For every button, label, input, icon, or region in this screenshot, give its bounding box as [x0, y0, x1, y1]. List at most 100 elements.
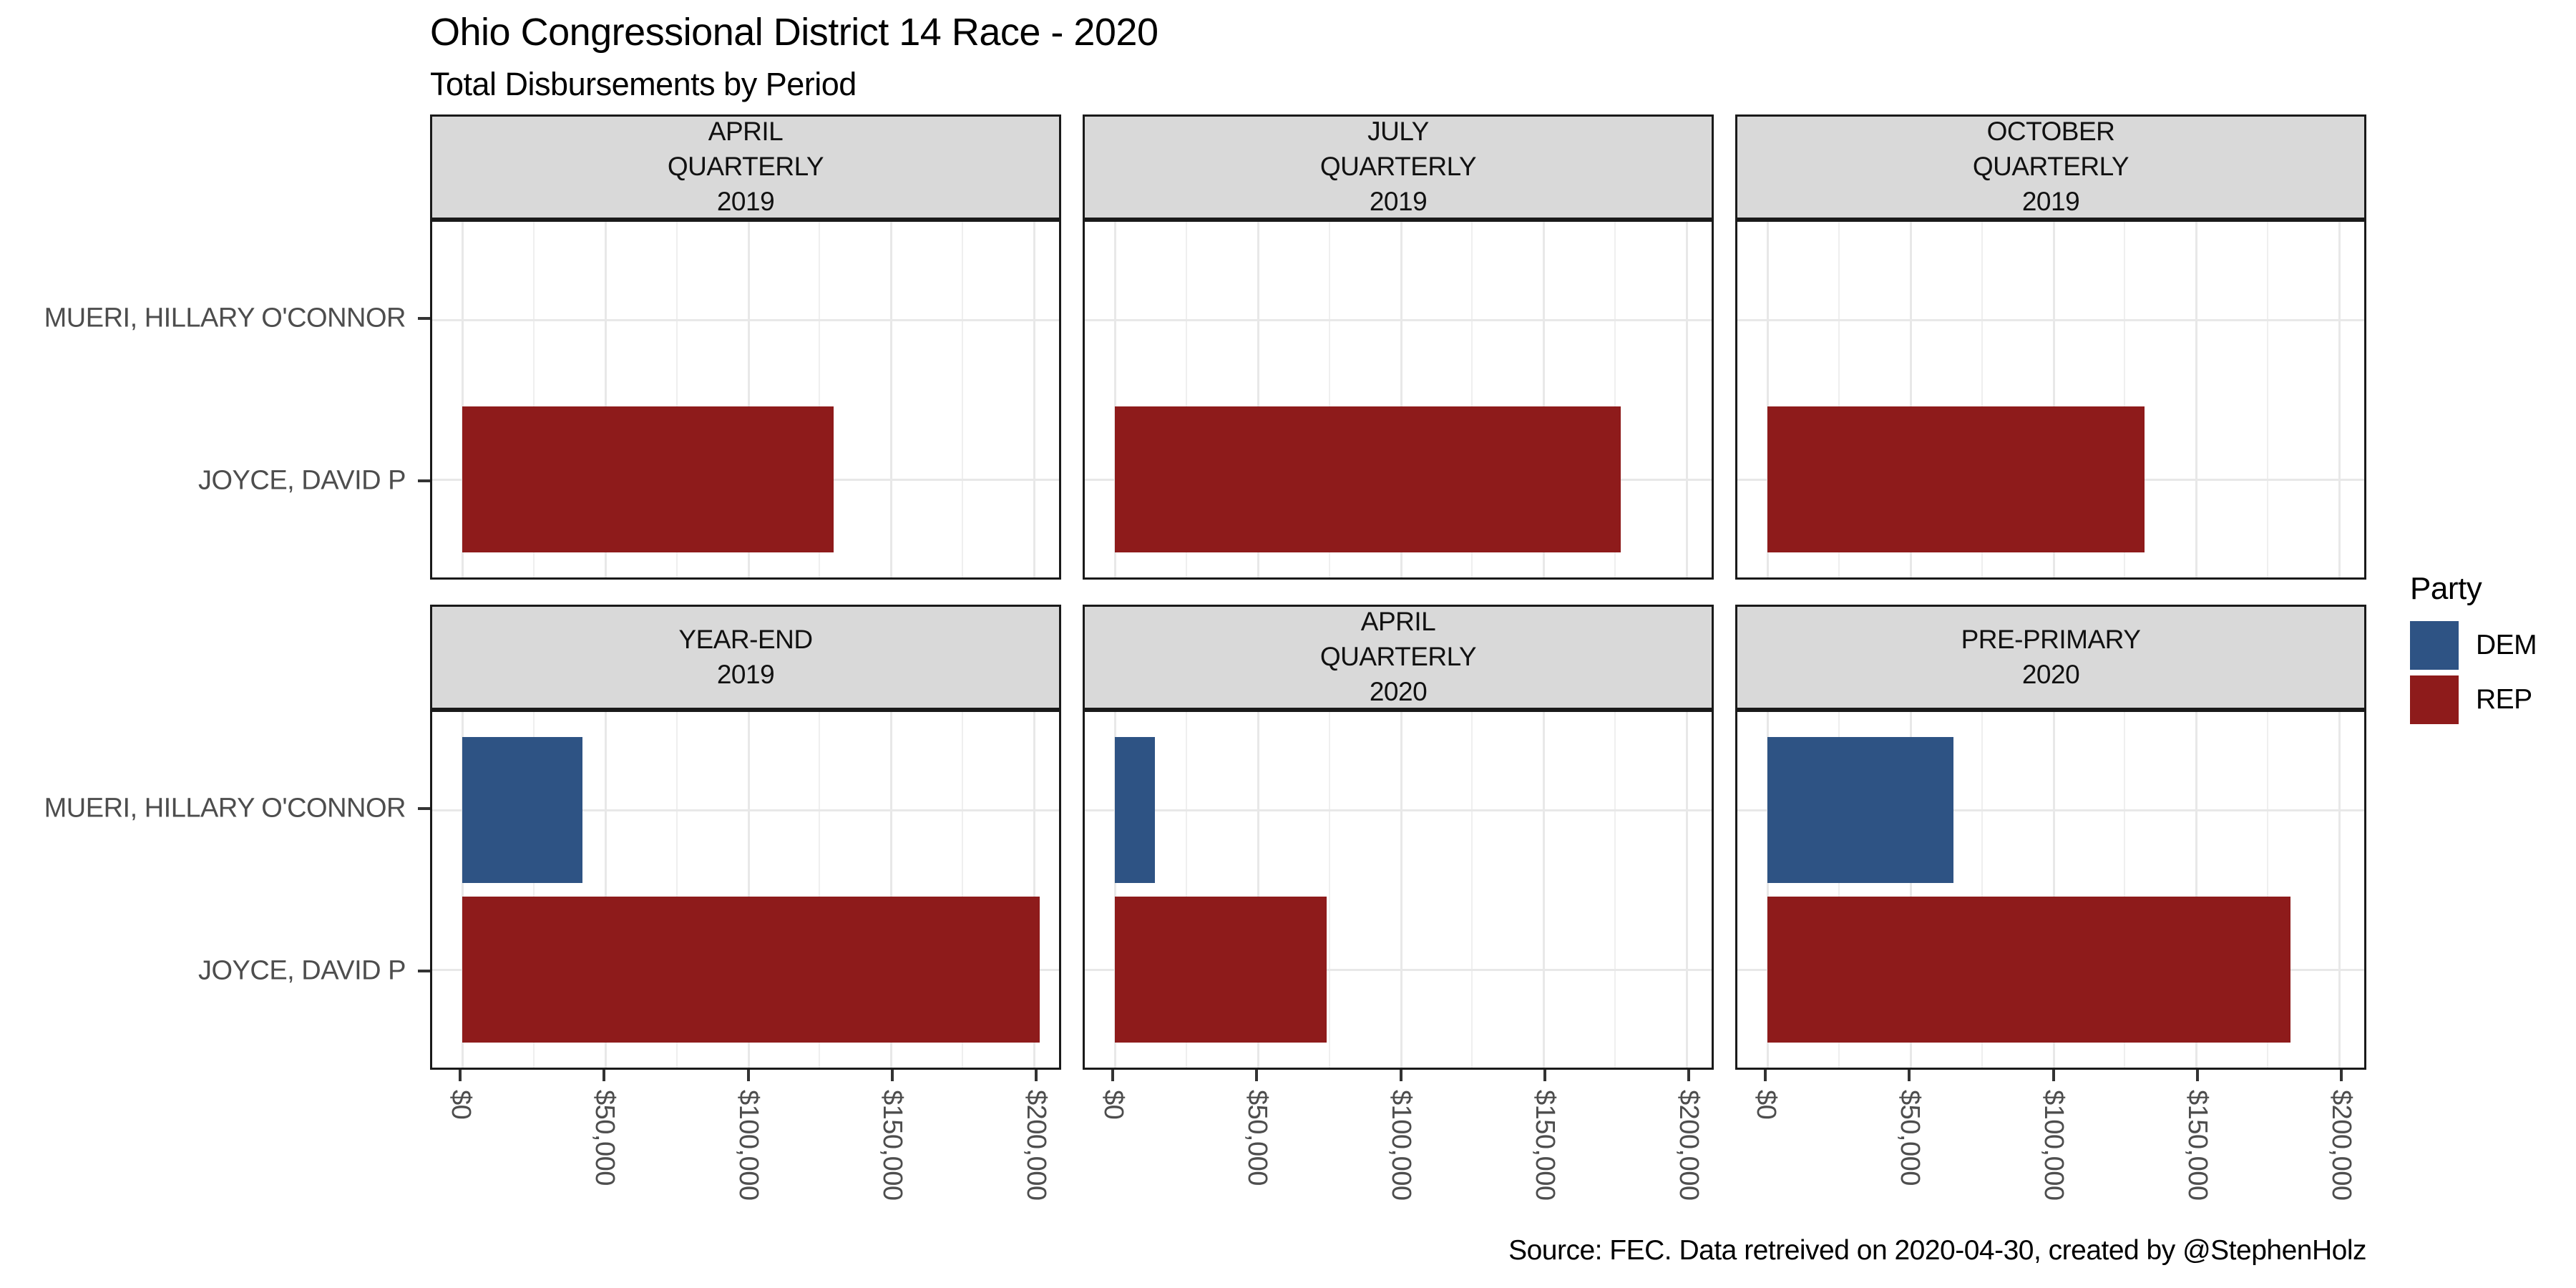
x-axis-tick — [459, 1070, 462, 1081]
x-axis-tick — [1034, 1070, 1038, 1081]
gridline-major — [1737, 809, 2364, 811]
facet-strip: YEAR-END 2019 — [430, 605, 1061, 710]
gridline-minor — [1838, 222, 1840, 577]
facet-strip-line: 2020 — [1369, 676, 1428, 706]
y-axis-tick — [418, 317, 430, 321]
legend: Party DEM REP — [2410, 571, 2537, 724]
gridline-minor — [819, 222, 821, 577]
x-axis-label: $50,000 — [589, 1090, 620, 1186]
gridline-major — [432, 318, 1059, 321]
x-axis-label: $100,000 — [733, 1090, 764, 1201]
x-axis-tick — [2195, 1070, 2199, 1081]
gridline-major — [1114, 222, 1117, 577]
gridline-major — [1114, 712, 1117, 1068]
x-axis-tick — [1908, 1070, 1911, 1081]
gridline-major — [1767, 222, 1770, 577]
bar-dem — [1115, 736, 1155, 883]
facet-strip-line: QUARTERLY — [1972, 152, 2129, 182]
gridline-minor — [675, 222, 678, 577]
x-axis: $0 $50,000 $100,000 $150,000 $200,000 — [1735, 1070, 2366, 1224]
gridline-major — [1909, 712, 1912, 1068]
y-axis-labels: MUERI, HILLARY O'CONNOR JOYCE, DAVID P — [0, 220, 430, 580]
bar-rep — [1767, 406, 2145, 553]
facet-strip: OCTOBER QUARTERLY 2019 — [1735, 114, 2366, 220]
facet-strip-line: 2019 — [716, 186, 775, 216]
gridline-major — [1257, 712, 1259, 1068]
y-axis-tick — [418, 479, 430, 482]
gridline-major — [432, 809, 1059, 811]
gridline-minor — [962, 712, 964, 1068]
chart-subtitle: Total Disbursements by Period — [430, 66, 857, 102]
x-axis-tick — [602, 1070, 606, 1081]
x-axis-tick — [1764, 1070, 1767, 1081]
x-axis-label: $0 — [1750, 1090, 1781, 1120]
gridline-minor — [1614, 712, 1616, 1068]
facet-panel — [1735, 220, 2366, 580]
facet-strip-line: APRIL — [1360, 607, 1436, 637]
gridline-major — [2052, 222, 2055, 577]
facet-panel — [1083, 710, 1714, 1070]
gridline-major — [1033, 712, 1035, 1068]
gridline-major — [1400, 222, 1402, 577]
facet-strip: APRIL QUARTERLY 2020 — [1083, 605, 1714, 710]
gridline-major — [2195, 712, 2198, 1068]
facet-strip: APRIL QUARTERLY 2019 — [430, 114, 1061, 220]
x-axis-tick — [1687, 1070, 1690, 1081]
facet-panel — [430, 220, 1061, 580]
gridline-major — [747, 222, 750, 577]
y-axis-label: MUERI, HILLARY O'CONNOR — [44, 303, 406, 333]
gridline-major — [1033, 222, 1035, 577]
gridline-minor — [819, 712, 821, 1068]
x-axis-label: $0 — [1098, 1090, 1128, 1120]
legend-swatch-dem — [2410, 621, 2459, 670]
x-axis-label: $0 — [445, 1090, 476, 1120]
x-axis-tick — [2339, 1070, 2343, 1081]
gridline-minor — [1471, 712, 1473, 1068]
gridline-minor — [1328, 222, 1330, 577]
y-axis-tick — [418, 807, 430, 811]
x-axis-tick — [1543, 1070, 1546, 1081]
legend-label: DEM — [2476, 630, 2537, 660]
x-axis-tick — [746, 1070, 750, 1081]
x-axis-label: $100,000 — [1386, 1090, 1417, 1201]
gridline-minor — [1614, 222, 1616, 577]
gridline-minor — [1981, 222, 1983, 577]
gridline-minor — [1471, 222, 1473, 577]
x-axis-tick — [1399, 1070, 1402, 1081]
gridline-major — [747, 712, 750, 1068]
gridline-major — [1685, 222, 1688, 577]
bar-dem — [462, 736, 582, 883]
facet-strip-line: APRIL — [708, 117, 784, 147]
gridline-minor — [1185, 712, 1187, 1068]
x-axis-tick — [890, 1070, 894, 1081]
facet-strip-line: QUARTERLY — [1319, 642, 1477, 672]
bar-rep — [462, 406, 834, 553]
gridline-minor — [1838, 712, 1840, 1068]
gridline-major — [1737, 318, 2364, 321]
gridline-minor — [532, 712, 535, 1068]
legend-items: DEM REP — [2410, 621, 2537, 724]
chart-title: Ohio Congressional District 14 Race - 20… — [430, 11, 1158, 54]
x-axis-label: $150,000 — [2182, 1090, 2213, 1201]
gridline-major — [1085, 969, 1712, 972]
x-axis: $0 $50,000 $100,000 $150,000 $200,000 — [1083, 1070, 1714, 1224]
bar-rep — [462, 897, 1040, 1043]
x-axis-label: $100,000 — [2039, 1090, 2069, 1201]
gridline-major — [1257, 222, 1259, 577]
x-axis-label: $50,000 — [1894, 1090, 1925, 1186]
x-axis-label: $150,000 — [1530, 1090, 1561, 1201]
facet-strip-line: 2019 — [716, 659, 775, 689]
gridline-minor — [2267, 712, 2269, 1068]
facet-strip-line: 2019 — [1369, 186, 1428, 216]
gridline-minor — [1981, 712, 1983, 1068]
facet-strip-line: 2020 — [2021, 659, 2080, 689]
facet-strip-line: 2019 — [2021, 186, 2080, 216]
gridline-major — [462, 222, 464, 577]
bar-rep — [1115, 406, 1621, 553]
x-axis-label: $200,000 — [1674, 1090, 1704, 1201]
facet-panel — [1083, 220, 1714, 580]
facet-strip-line: YEAR-END — [678, 624, 813, 654]
facet-strip-line: PRE-PRIMARY — [1961, 624, 2141, 654]
gridline-major — [1685, 712, 1688, 1068]
